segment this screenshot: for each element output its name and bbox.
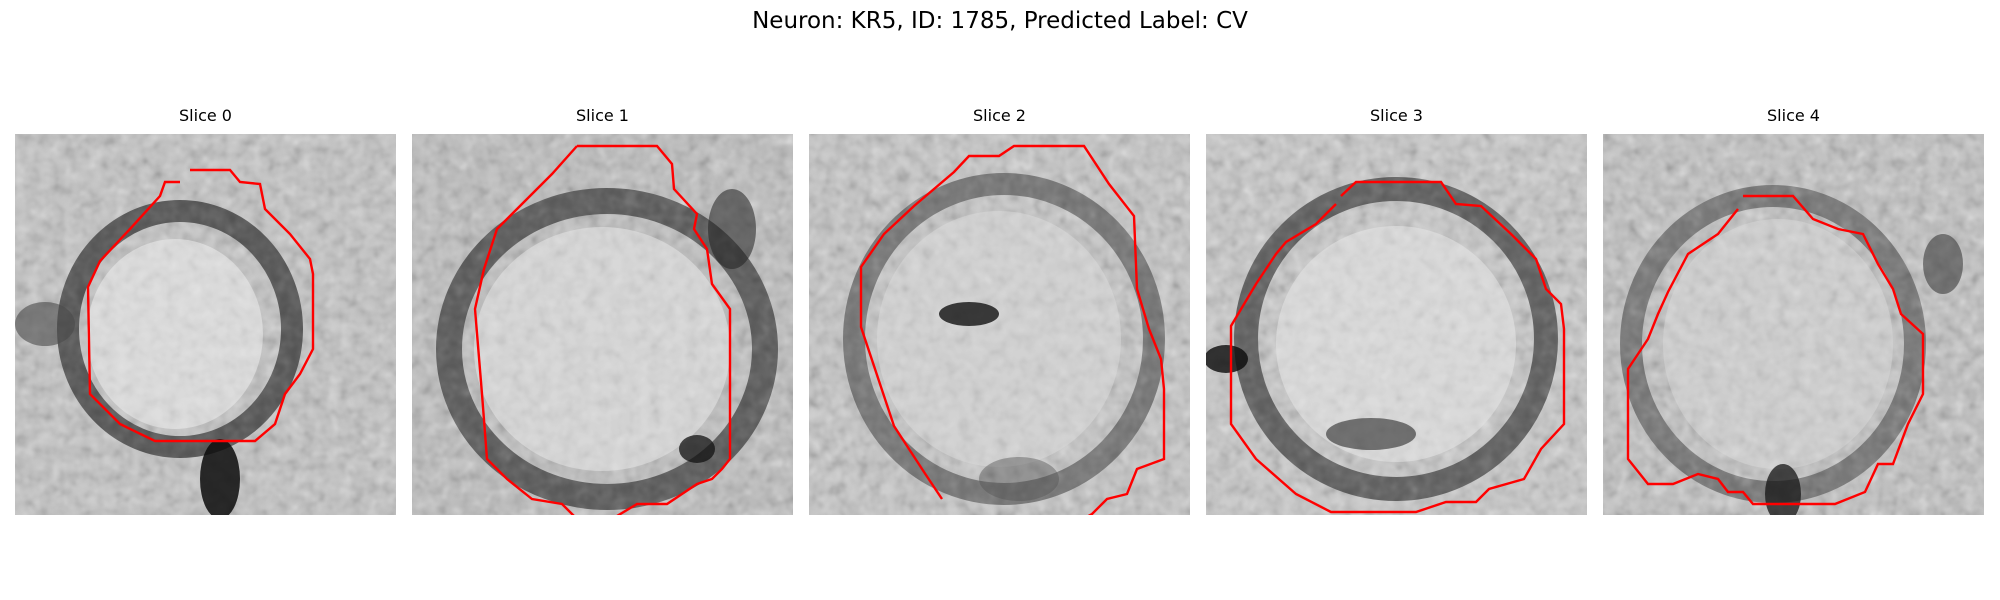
- slice-title: Slice 1: [576, 106, 629, 125]
- figure-title: Neuron: KR5, ID: 1785, Predicted Label: …: [752, 8, 1248, 34]
- segmentation-contour: [1229, 180, 1566, 514]
- microscopy-image: [1603, 134, 1984, 515]
- slice-title: Slice 4: [1767, 106, 1820, 125]
- microscopy-image: [15, 134, 396, 515]
- segmentation-contour: [86, 168, 315, 443]
- segmentation-contour: [859, 144, 1166, 515]
- segmentation-contour: [1626, 194, 1925, 506]
- microscopy-image: [412, 134, 793, 515]
- slice-title: Slice 2: [973, 106, 1026, 125]
- microscopy-image: [1206, 134, 1587, 515]
- slice-title: Slice 3: [1370, 106, 1423, 125]
- slice-title: Slice 0: [179, 106, 232, 125]
- microscopy-image: [809, 134, 1190, 515]
- segmentation-contour: [473, 144, 732, 515]
